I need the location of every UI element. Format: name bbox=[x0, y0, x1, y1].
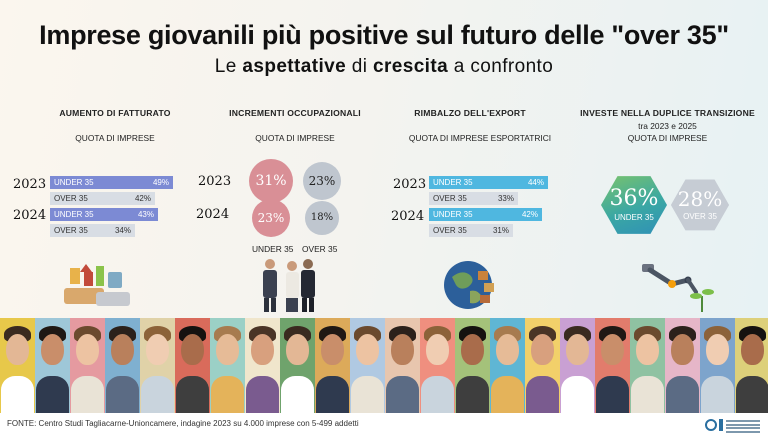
money-stack-icon bbox=[64, 264, 130, 306]
transition-hexagon-under35: 36% UNDER 35 bbox=[601, 176, 667, 234]
revenue-bar-series-label: OVER 35 bbox=[54, 226, 88, 235]
export-bar-2023-under35: UNDER 35 44% bbox=[429, 176, 548, 189]
person-photo bbox=[175, 318, 210, 413]
person-photo bbox=[525, 318, 560, 413]
export-bar-2023-over35: OVER 35 33% bbox=[429, 192, 518, 205]
revenue-bar-value-label: 42% bbox=[134, 194, 151, 203]
transition-category-label: UNDER 35 bbox=[614, 212, 654, 222]
export-year-2024: 2024 bbox=[391, 209, 425, 224]
revenue-bar-2024-under35: UNDER 35 43% bbox=[50, 208, 158, 221]
person-photo bbox=[105, 318, 140, 413]
unioncamere-logo bbox=[705, 417, 761, 435]
person-photo bbox=[595, 318, 630, 413]
person-photo bbox=[140, 318, 175, 413]
employment-bubble-2023-over35: 23% bbox=[303, 162, 341, 200]
revenue-bar-series-label: UNDER 35 bbox=[54, 210, 94, 219]
person-photo bbox=[455, 318, 490, 413]
export-bar-2024-over35: OVER 35 31% bbox=[429, 224, 513, 237]
robot-arm-plant-icon bbox=[642, 264, 714, 312]
revenue-year-2023: 2023 bbox=[13, 177, 47, 192]
person-photo bbox=[245, 318, 280, 413]
person-photo bbox=[280, 318, 315, 413]
person-photo bbox=[490, 318, 525, 413]
revenue-subtitle: QUOTA DI IMPRESE bbox=[75, 133, 155, 143]
handshake-icon bbox=[263, 259, 315, 312]
export-bar-value-label: 33% bbox=[497, 194, 514, 203]
transition-period: tra 2023 e 2025 bbox=[638, 121, 697, 131]
revenue-bar-2024-over35: OVER 35 34% bbox=[50, 224, 135, 237]
globe-icon bbox=[444, 261, 494, 309]
person-photo bbox=[0, 318, 35, 413]
employment-bubble-2023-under35: 31% bbox=[249, 159, 293, 203]
revenue-title: AUMENTO DI FATTURATO bbox=[59, 108, 171, 118]
person-photo bbox=[210, 318, 245, 413]
subtitle-part3: a confronto bbox=[448, 56, 554, 77]
revenue-bar-series-label: UNDER 35 bbox=[54, 178, 94, 187]
employment-under35-label: UNDER 35 bbox=[252, 244, 294, 254]
page-title: Imprese giovanili più positive sul futur… bbox=[39, 20, 729, 50]
transition-subtitle: QUOTA DI IMPRESE bbox=[627, 133, 708, 143]
subtitle-part1: Le bbox=[214, 56, 243, 77]
subtitle-bold1: aspettative bbox=[242, 56, 347, 77]
export-bar-value-label: 44% bbox=[527, 178, 544, 187]
person-photo bbox=[665, 318, 700, 413]
person-photo bbox=[560, 318, 595, 413]
export-bar-series-label: OVER 35 bbox=[433, 194, 467, 203]
subtitle-part2: di bbox=[346, 56, 374, 77]
person-photo bbox=[735, 318, 768, 413]
revenue-bar-2023-over35: OVER 35 42% bbox=[50, 192, 155, 205]
source-note: FONTE: Centro Studi Tagliacarne-Unioncam… bbox=[7, 419, 359, 428]
person-photo bbox=[700, 318, 735, 413]
people-photo-strip bbox=[0, 318, 768, 413]
revenue-bar-value-label: 49% bbox=[152, 178, 169, 187]
employment-bubble-2024-under35: 23% bbox=[252, 199, 290, 237]
transition-title: INVESTE NELLA DUPLICE TRANSIZIONE bbox=[580, 108, 755, 118]
employment-title: INCREMENTI OCCUPAZIONALI bbox=[229, 108, 361, 118]
revenue-bar-2023-under35: UNDER 35 49% bbox=[50, 176, 173, 189]
revenue-year-2024: 2024 bbox=[13, 208, 47, 223]
export-bar-series-label: OVER 35 bbox=[433, 226, 467, 235]
person-photo bbox=[630, 318, 665, 413]
revenue-bar-value-label: 43% bbox=[137, 210, 154, 219]
person-photo bbox=[70, 318, 105, 413]
person-photo bbox=[385, 318, 420, 413]
person-photo bbox=[35, 318, 70, 413]
person-photo bbox=[315, 318, 350, 413]
export-bar-2024-under35: UNDER 35 42% bbox=[429, 208, 542, 221]
export-bar-series-label: UNDER 35 bbox=[433, 210, 473, 219]
export-bar-value-label: 31% bbox=[492, 226, 509, 235]
employment-bubble-2024-over35: 18% bbox=[305, 201, 339, 235]
subtitle-bold2: crescita bbox=[373, 56, 449, 77]
footer: FONTE: Centro Studi Tagliacarne-Unioncam… bbox=[0, 413, 768, 439]
export-title: RIMBALZO DELL'EXPORT bbox=[414, 108, 526, 118]
transition-value-label: 28% bbox=[677, 186, 723, 211]
revenue-bar-series-label: OVER 35 bbox=[54, 194, 88, 203]
employment-year-2024: 2024 bbox=[196, 207, 230, 222]
export-year-2023: 2023 bbox=[393, 177, 427, 192]
transition-value-label: 36% bbox=[609, 185, 659, 211]
revenue-bar-value-label: 34% bbox=[114, 226, 131, 235]
person-photo bbox=[350, 318, 385, 413]
person-photo bbox=[420, 318, 455, 413]
page-subtitle: Le aspettative di crescita a confronto bbox=[0, 56, 768, 78]
employment-subtitle: QUOTA DI IMPRESE bbox=[255, 133, 335, 143]
employment-year-2023: 2023 bbox=[198, 174, 232, 189]
transition-hexagon-over35: 28% OVER 35 bbox=[670, 179, 730, 231]
transition-category-label: OVER 35 bbox=[683, 211, 717, 221]
employment-over35-label: OVER 35 bbox=[302, 244, 338, 254]
export-subtitle: QUOTA DI IMPRESE ESPORTATRICI bbox=[408, 133, 552, 143]
export-bar-series-label: UNDER 35 bbox=[433, 178, 473, 187]
export-bar-value-label: 42% bbox=[521, 210, 538, 219]
